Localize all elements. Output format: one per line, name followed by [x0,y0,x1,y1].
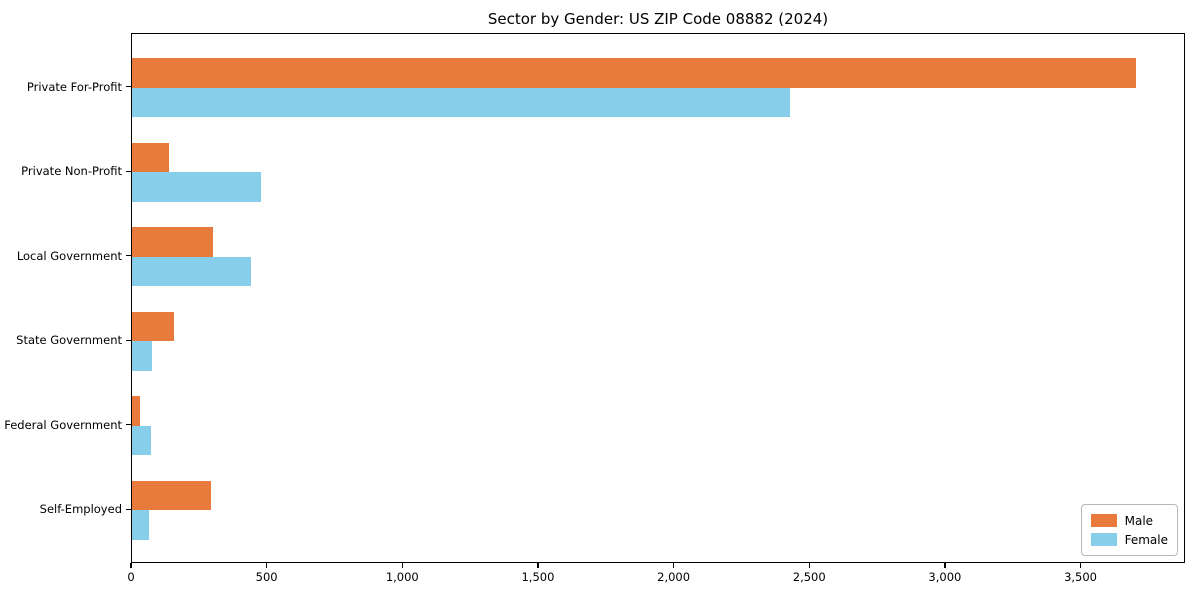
x-tick-mark [808,563,810,568]
y-tick-label: Federal Government [4,417,122,432]
x-tick-mark [944,563,946,568]
y-tick-mark [126,255,131,257]
x-tick-mark [265,563,268,568]
y-tick-mark [126,339,131,341]
bar-male-3 [132,227,214,257]
y-tick-label: State Government [16,333,122,348]
x-tick-label: 1,000 [385,570,419,584]
x-tick-label: 2,500 [792,570,826,584]
x-tick-label: 1,500 [521,570,555,584]
bar-female-1 [132,87,790,118]
x-tick-label: 3,000 [928,570,962,584]
y-tick-label: Private For-Profit [26,79,122,94]
legend-item-female: Female [1090,530,1168,549]
y-tick-label: Self-Employed [39,502,122,517]
x-tick-mark [672,563,675,568]
plot-area: Male Female [131,33,1185,563]
y-tick-mark [126,508,131,510]
x-tick-label: 3,500 [1064,570,1098,584]
x-tick-label: 500 [255,570,278,584]
bar-female-3 [132,256,252,287]
y-tick-mark [126,86,131,88]
bar-female-2 [132,172,261,202]
legend: Male Female [1080,504,1178,556]
y-tick-label: Local Government [16,248,122,263]
y-tick-label: Private Non-Profit [21,164,122,179]
legend-swatch-female [1090,533,1117,546]
x-tick-mark [537,563,539,568]
bar-female-4 [132,341,153,371]
bar-male-5 [132,396,141,426]
legend-label: Male [1124,513,1154,528]
x-tick-label: 2,000 [657,570,691,584]
x-tick-label: 0 [127,570,135,584]
bar-male-4 [132,311,175,342]
bar-male-1 [132,58,1136,88]
bar-male-6 [132,480,212,511]
x-tick-mark [130,563,132,568]
bar-male-2 [132,142,169,173]
x-tick-mark [401,563,403,568]
chart-title: Sector by Gender: US ZIP Code 08882 (202… [487,10,829,28]
bar-female-6 [132,510,150,540]
x-tick-mark [1079,563,1082,568]
legend-swatch-male [1090,514,1117,527]
bar-female-5 [132,425,151,456]
y-tick-mark [126,424,131,426]
legend-label: Female [1124,532,1168,547]
y-tick-mark [126,170,131,172]
legend-item-male: Male [1090,511,1168,530]
